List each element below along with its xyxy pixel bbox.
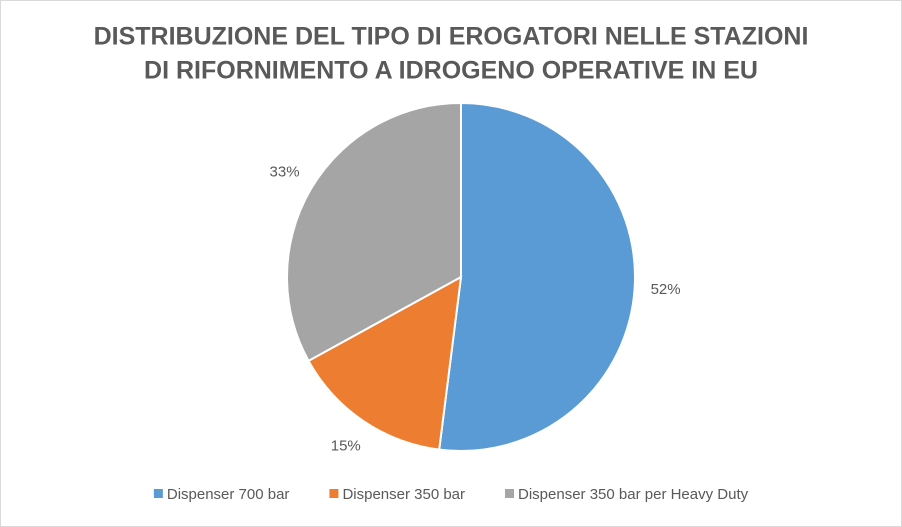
data-label: 52% — [651, 281, 681, 298]
legend-label: Dispenser 700 bar — [167, 486, 290, 503]
chart-title: DISTRIBUZIONE DEL TIPO DI EROGATORI NELL… — [94, 23, 809, 51]
pie-slice — [307, 275, 463, 451]
legend-label: Dispenser 350 bar — [342, 486, 465, 503]
legend-swatch — [329, 489, 339, 498]
data-label: 15% — [331, 438, 361, 455]
legend-swatch — [505, 489, 515, 498]
data-label: 33% — [270, 164, 300, 181]
pie-slice — [286, 101, 462, 363]
pie-slice — [438, 101, 636, 452]
chart-title: DI RIFORNIMENTO A IDROGENO OPERATIVE IN … — [144, 57, 758, 85]
legend-swatch — [153, 489, 163, 498]
legend-label: Dispenser 350 bar per Heavy Duty — [518, 486, 749, 503]
